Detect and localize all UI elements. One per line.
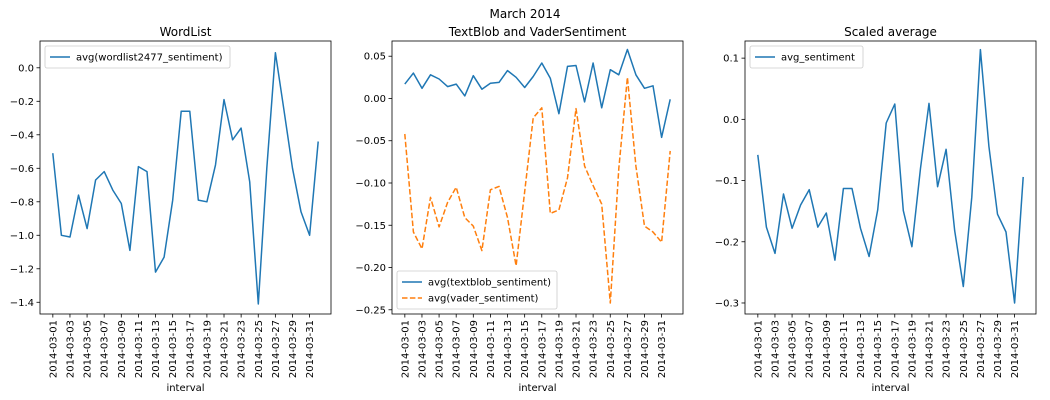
x-tick-label: 2014-03-03 xyxy=(770,320,781,378)
chart-panel-2: TextBlob and VaderSentiment 0.05 0.00 −0.05… xyxy=(355,25,684,394)
x-tick-label: 2014-03-29 xyxy=(640,320,651,378)
legend-box xyxy=(44,45,231,69)
chart-panel-3: Scaled average 0.1 0.0 −0.1 −0.2 −0.3 2014-03-… xyxy=(715,25,1037,394)
x-tick-label: 2014-03-27 xyxy=(623,320,634,378)
x-axis-label: interval xyxy=(518,383,556,394)
plot-frame xyxy=(391,40,684,315)
chart-title: WordList xyxy=(160,25,212,39)
x-tick-label: 2014-03-11 xyxy=(839,320,850,378)
legend-label: avg_sentiment xyxy=(781,53,855,64)
y-tick-label: 0.0 xyxy=(723,115,739,126)
legend: avg(textblob_sentiment) avg(vader_sentime… xyxy=(396,270,558,310)
x-tick-label: 2014-03-19 xyxy=(554,320,565,378)
chart-title: Scaled average xyxy=(844,25,937,39)
x-tick-label: 2014-03-25 xyxy=(606,320,617,378)
legend: avg(wordlist2477_sentiment) xyxy=(44,45,231,69)
x-tick-label: 2014-03-29 xyxy=(288,320,299,378)
x-tick-label: 2014-03-23 xyxy=(237,320,248,378)
x-tick-label: 2014-03-05 xyxy=(435,320,446,378)
y-tick-label: −0.4 xyxy=(10,130,34,141)
x-tick-label: 2014-03-13 xyxy=(151,320,162,378)
figure-suptitle: March 2014 xyxy=(490,7,561,21)
y-tick-label: −0.1 xyxy=(715,176,739,187)
y-tick-label: −0.3 xyxy=(715,298,739,309)
y-tick-label: −0.6 xyxy=(10,164,34,175)
x-tick-label: 2014-03-11 xyxy=(486,320,497,378)
y-tick-label: 0.05 xyxy=(364,52,386,63)
x-tick-label: 2014-03-05 xyxy=(83,320,94,378)
x-tick-label: 2014-03-31 xyxy=(305,320,316,378)
x-tick-label: 2014-03-11 xyxy=(134,320,145,378)
x-tick-label: 2014-03-19 xyxy=(907,320,918,378)
series-line-1 xyxy=(404,48,671,139)
y-tick-label: −1.4 xyxy=(10,298,34,309)
x-tick-label: 2014-03-29 xyxy=(993,320,1004,378)
y-tick-label: 0.00 xyxy=(364,94,386,105)
x-axis-label: interval xyxy=(166,383,204,394)
x-tick-label: 2014-03-15 xyxy=(873,320,884,378)
x-tick-label: 2014-03-19 xyxy=(202,320,213,378)
x-tick-label: 2014-03-27 xyxy=(976,320,987,378)
plot-frame xyxy=(39,40,332,315)
x-tick-label: 2014-03-07 xyxy=(805,320,816,378)
chart-panel-1: WordList 0.0 −0.2 −0.4 −0.6 −0.8 −1.0 −1.2 −1.4 2… xyxy=(10,25,332,394)
series-line-2 xyxy=(404,76,671,304)
legend-box xyxy=(749,45,864,69)
y-tick-label: −0.10 xyxy=(355,178,386,189)
x-tick-label: 2014-03-21 xyxy=(220,320,231,378)
x-tick-label: 2014-03-31 xyxy=(1010,320,1021,378)
x-tick-label: 2014-03-07 xyxy=(452,320,463,378)
x-tick-label: 2014-03-15 xyxy=(168,320,179,378)
chart-title: TextBlob and VaderSentiment xyxy=(448,25,627,39)
y-tick-label: −0.8 xyxy=(10,197,34,208)
y-tick-label: −1.0 xyxy=(10,231,34,242)
x-tick-label: 2014-03-01 xyxy=(400,320,411,378)
x-tick-label: 2014-03-13 xyxy=(503,320,514,378)
y-tick-label: −0.15 xyxy=(355,221,386,232)
x-tick-label: 2014-03-31 xyxy=(657,320,668,378)
plot-frame xyxy=(744,40,1037,315)
y-tick-label: −0.2 xyxy=(10,97,34,108)
x-tick-label: 2014-03-25 xyxy=(254,320,265,378)
x-tick-label: 2014-03-01 xyxy=(48,320,59,378)
y-tick-label: 0.0 xyxy=(18,63,34,74)
y-tick-label: −0.20 xyxy=(355,263,386,274)
x-tick-label: 2014-03-27 xyxy=(271,320,282,378)
series-line-1 xyxy=(757,48,1024,304)
x-tick-label: 2014-03-05 xyxy=(788,320,799,378)
x-tick-label: 2014-03-17 xyxy=(537,320,548,378)
x-tick-label: 2014-03-09 xyxy=(469,320,480,378)
x-tick-label: 2014-03-17 xyxy=(185,320,196,378)
x-tick-label: 2014-03-21 xyxy=(925,320,936,378)
x-tick-label: 2014-03-17 xyxy=(890,320,901,378)
x-tick-label: 2014-03-15 xyxy=(520,320,531,378)
legend-box xyxy=(396,270,558,310)
y-tick-label: −1.2 xyxy=(10,264,34,275)
legend-label: avg(vader_sentiment) xyxy=(428,294,539,305)
y-tick-label: −0.05 xyxy=(355,136,386,147)
chart-panels: WordList 0.0 −0.2 −0.4 −0.6 −0.8 −1.0 −1.2 −1.4 2… xyxy=(10,25,1037,394)
legend: avg_sentiment xyxy=(749,45,864,69)
y-tick-label: −0.25 xyxy=(355,305,386,316)
x-tick-label: 2014-03-21 xyxy=(572,320,583,378)
x-tick-label: 2014-03-25 xyxy=(959,320,970,378)
x-tick-label: 2014-03-07 xyxy=(100,320,111,378)
legend-label: avg(textblob_sentiment) xyxy=(428,278,551,289)
x-tick-label: 2014-03-23 xyxy=(589,320,600,378)
x-tick-label: 2014-03-09 xyxy=(117,320,128,378)
legend-label: avg(wordlist2477_sentiment) xyxy=(76,53,223,64)
x-tick-label: 2014-03-03 xyxy=(65,320,76,378)
y-tick-label: 0.1 xyxy=(723,54,739,65)
x-tick-label: 2014-03-03 xyxy=(417,320,428,378)
x-tick-label: 2014-03-13 xyxy=(856,320,867,378)
x-tick-label: 2014-03-01 xyxy=(753,320,764,378)
y-tick-label: −0.2 xyxy=(715,237,739,248)
series-line-1 xyxy=(52,51,319,305)
x-axis-label: interval xyxy=(871,383,909,394)
x-tick-label: 2014-03-09 xyxy=(822,320,833,378)
x-tick-label: 2014-03-23 xyxy=(942,320,953,378)
